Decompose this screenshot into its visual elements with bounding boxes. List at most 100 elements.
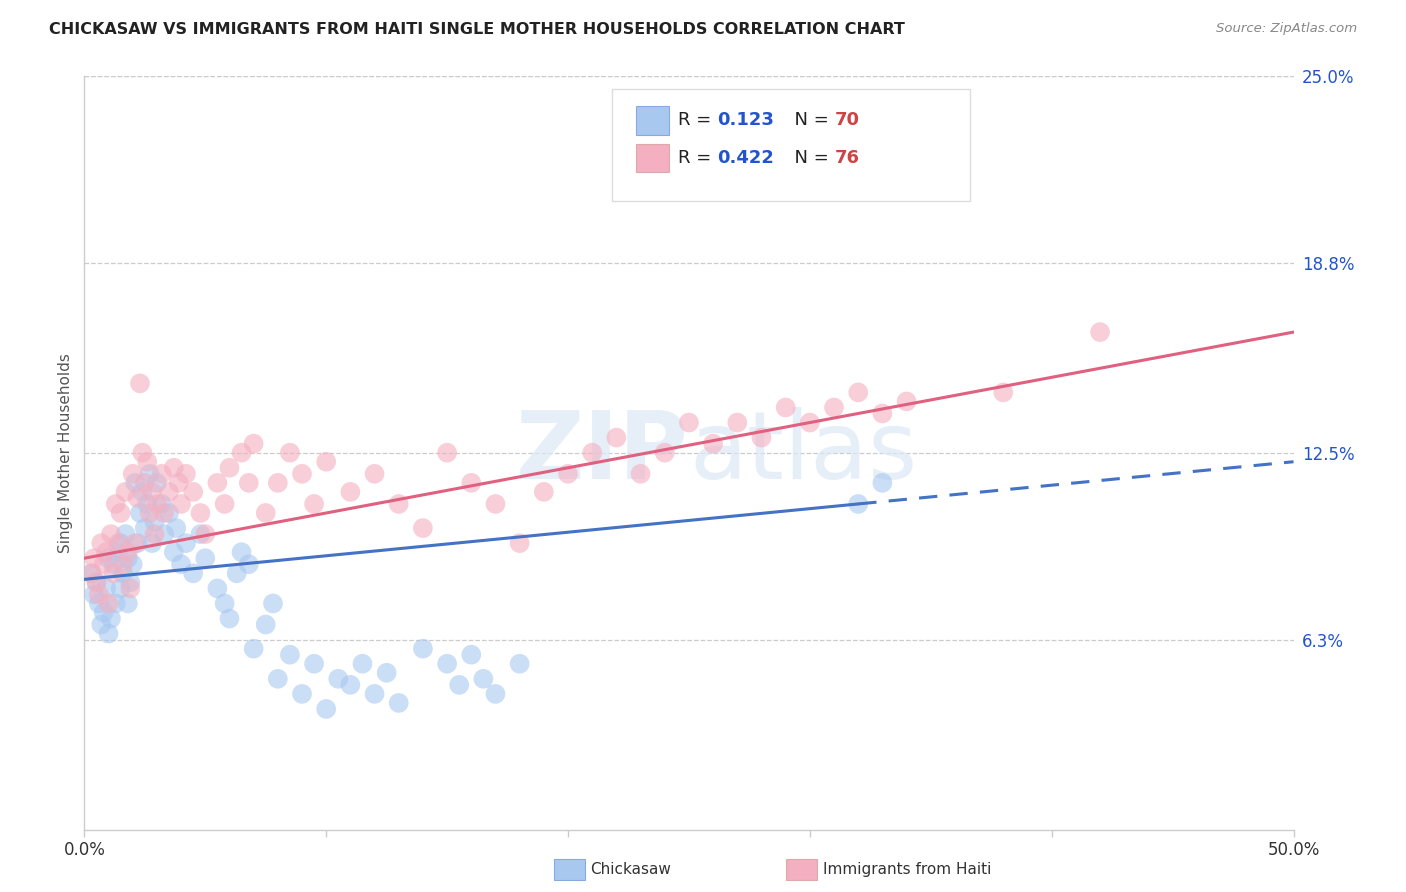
- Point: [141, 484, 163, 499]
- Point: [557, 467, 579, 481]
- Point: [134, 475, 156, 490]
- Point: [136, 497, 159, 511]
- Point: [136, 455, 159, 469]
- Text: Source: ZipAtlas.com: Source: ZipAtlas.com: [1216, 22, 1357, 36]
- Point: [339, 484, 361, 499]
- Point: [678, 416, 700, 430]
- Point: [121, 467, 143, 481]
- Point: [157, 484, 180, 499]
- Point: [94, 582, 117, 596]
- Point: [107, 536, 129, 550]
- Point: [581, 445, 603, 460]
- Point: [157, 506, 180, 520]
- Point: [872, 475, 894, 490]
- Point: [129, 506, 152, 520]
- Point: [129, 376, 152, 391]
- Text: ZIP: ZIP: [516, 407, 689, 499]
- Point: [103, 566, 125, 581]
- Point: [83, 551, 105, 566]
- Point: [181, 484, 204, 499]
- Text: N =: N =: [783, 112, 835, 129]
- Point: [1088, 325, 1111, 339]
- Point: [375, 665, 398, 680]
- Point: [100, 611, 122, 625]
- Point: [131, 445, 153, 460]
- Point: [231, 445, 253, 460]
- Point: [472, 672, 495, 686]
- Point: [163, 460, 186, 475]
- Point: [87, 587, 110, 601]
- Text: Chickasaw: Chickasaw: [591, 863, 672, 877]
- Point: [120, 582, 142, 596]
- Point: [143, 515, 166, 529]
- Point: [124, 475, 146, 490]
- Point: [124, 536, 146, 550]
- Point: [278, 648, 301, 662]
- Point: [267, 475, 290, 490]
- Point: [225, 566, 247, 581]
- Point: [460, 475, 482, 490]
- Point: [254, 506, 277, 520]
- Point: [363, 687, 385, 701]
- Text: CHICKASAW VS IMMIGRANTS FROM HAITI SINGLE MOTHER HOUSEHOLDS CORRELATION CHART: CHICKASAW VS IMMIGRANTS FROM HAITI SINGL…: [49, 22, 905, 37]
- Point: [207, 475, 229, 490]
- Point: [100, 527, 122, 541]
- Point: [388, 696, 411, 710]
- Point: [138, 467, 160, 481]
- Point: [90, 536, 112, 550]
- Point: [775, 401, 797, 415]
- Point: [194, 551, 217, 566]
- Point: [533, 484, 555, 499]
- Point: [86, 575, 108, 590]
- Point: [436, 657, 458, 671]
- Text: Immigrants from Haiti: Immigrants from Haiti: [823, 863, 991, 877]
- Point: [412, 521, 434, 535]
- Point: [138, 506, 160, 520]
- Point: [872, 407, 894, 421]
- Point: [238, 558, 260, 572]
- Text: R =: R =: [678, 149, 717, 167]
- Point: [302, 497, 325, 511]
- Point: [114, 484, 136, 499]
- Point: [150, 467, 173, 481]
- Point: [896, 394, 918, 409]
- Point: [509, 536, 531, 550]
- Point: [146, 497, 169, 511]
- Point: [143, 527, 166, 541]
- Point: [104, 497, 127, 511]
- Point: [170, 558, 193, 572]
- Point: [278, 445, 301, 460]
- Text: 76: 76: [835, 149, 860, 167]
- Point: [112, 558, 135, 572]
- Point: [352, 657, 374, 671]
- Point: [242, 436, 264, 450]
- Point: [630, 467, 652, 481]
- Point: [267, 672, 290, 686]
- Point: [97, 551, 120, 566]
- Point: [846, 497, 869, 511]
- Point: [174, 536, 197, 550]
- Text: N =: N =: [783, 149, 835, 167]
- Point: [242, 641, 264, 656]
- Point: [97, 626, 120, 640]
- Point: [291, 467, 314, 481]
- Point: [449, 678, 471, 692]
- Point: [823, 401, 845, 415]
- Point: [328, 672, 350, 686]
- Point: [846, 385, 869, 400]
- Point: [194, 527, 217, 541]
- Point: [110, 506, 132, 520]
- Text: atlas: atlas: [689, 407, 917, 499]
- Point: [993, 385, 1015, 400]
- Point: [121, 558, 143, 572]
- Point: [484, 687, 506, 701]
- Point: [231, 545, 253, 559]
- Point: [170, 497, 193, 511]
- Point: [315, 702, 337, 716]
- Point: [94, 545, 117, 559]
- Point: [93, 558, 115, 572]
- Point: [214, 596, 236, 610]
- Point: [167, 475, 190, 490]
- Point: [103, 558, 125, 572]
- Point: [702, 436, 724, 450]
